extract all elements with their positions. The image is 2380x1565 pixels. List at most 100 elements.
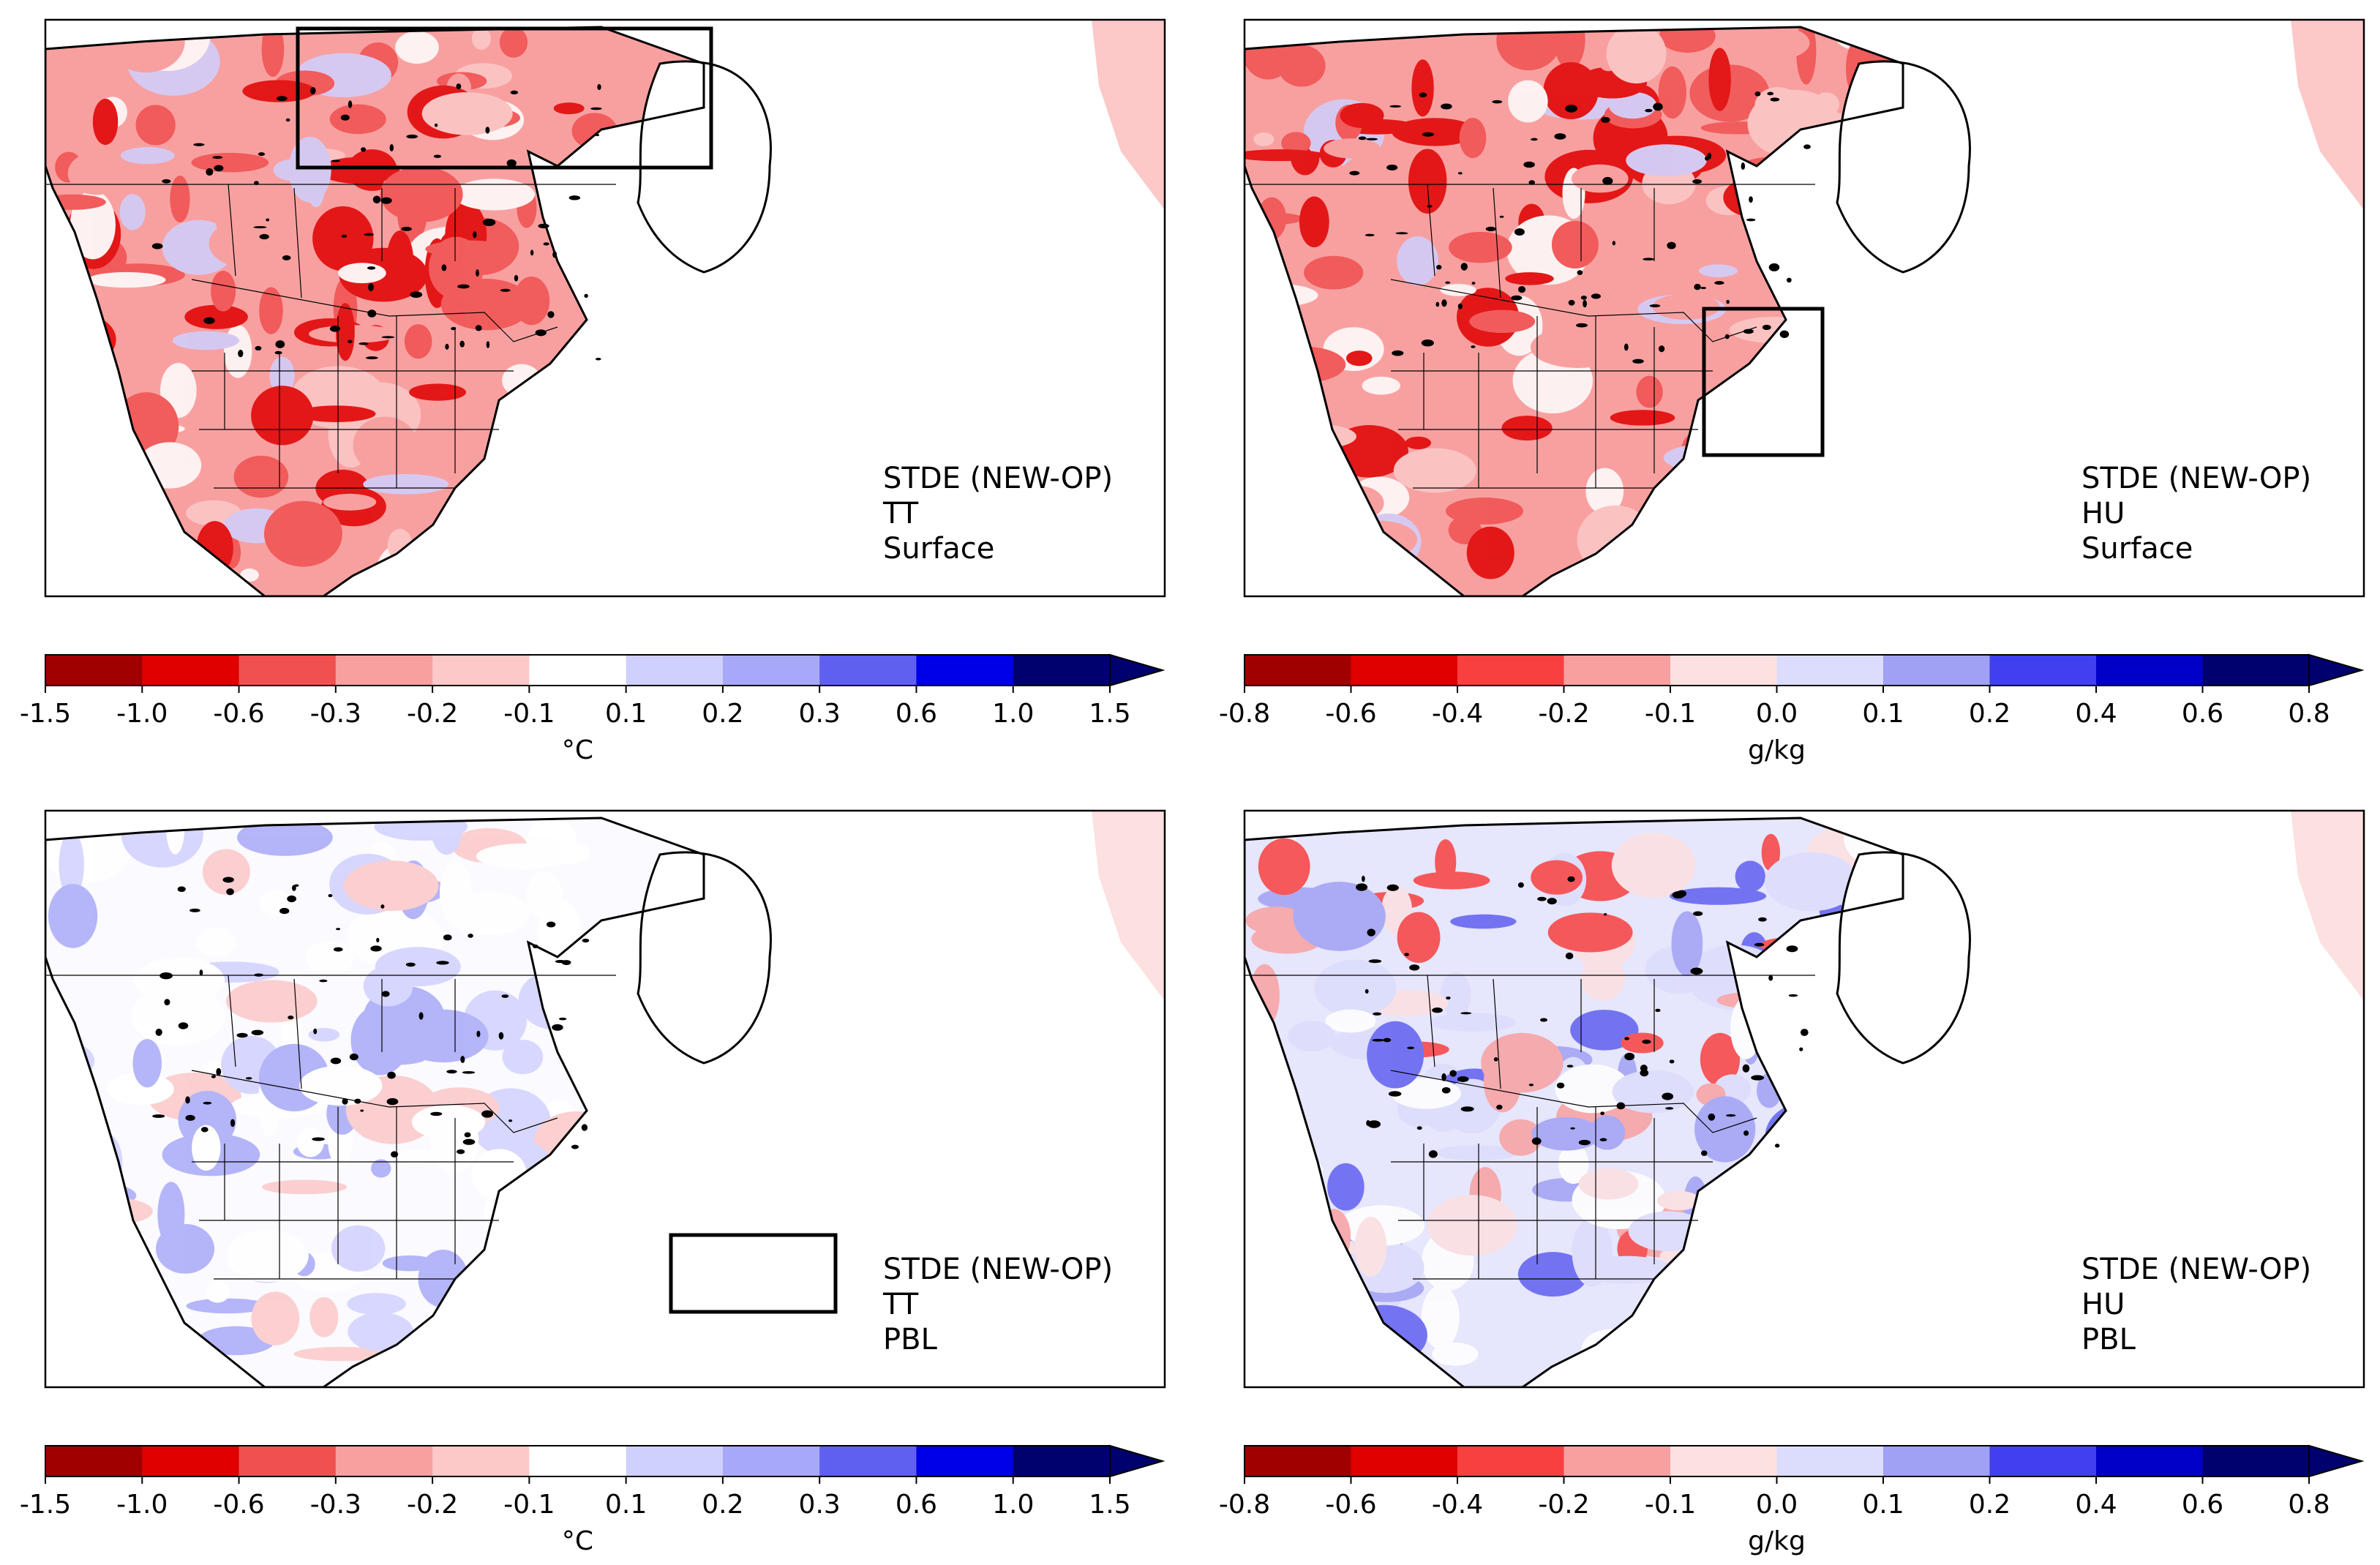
colorbar-tick-label: -0.2 — [407, 1490, 458, 1520]
lake — [1742, 1064, 1750, 1073]
colorbar-segment — [1563, 655, 1671, 686]
lake — [386, 1097, 399, 1106]
colorbar-segment — [916, 1446, 1014, 1476]
map-frame — [44, 18, 1166, 598]
lake — [401, 226, 412, 231]
lake — [245, 1077, 252, 1080]
lake — [1531, 1137, 1542, 1145]
lake — [498, 1032, 504, 1040]
colorbar-tick-label: -0.6 — [1325, 699, 1376, 729]
colorbar-segment — [335, 655, 433, 686]
map-frame — [1243, 18, 2365, 598]
colorbar-tick-label: -0.1 — [503, 699, 555, 729]
lake — [1386, 884, 1399, 891]
anomaly-patch — [1428, 1013, 1517, 1032]
lake — [468, 934, 473, 938]
anomaly-patch — [547, 1206, 604, 1245]
lake — [1368, 959, 1382, 964]
lake — [1383, 1037, 1392, 1043]
lake — [1743, 1130, 1749, 1136]
anomaly-patch — [1432, 1342, 1479, 1366]
lake — [462, 1070, 476, 1074]
anomaly-patch — [1253, 132, 1275, 146]
lake — [1568, 299, 1575, 306]
anomaly-patch — [1735, 1198, 1816, 1244]
lake — [1583, 299, 1587, 308]
anomaly-patch — [1847, 1311, 1903, 1381]
colorbar-tick-label: 0.1 — [605, 1490, 647, 1520]
lake — [211, 1075, 216, 1078]
colorbar-segment — [1776, 655, 1884, 686]
anomaly-patch — [202, 849, 250, 895]
lake — [1770, 97, 1780, 102]
anomaly-patch — [261, 27, 285, 78]
anomaly-patch — [1723, 177, 1790, 218]
anomaly-patch — [1730, 27, 1810, 61]
lake — [1367, 928, 1375, 937]
anomaly-patch — [1849, 412, 1903, 465]
anomaly-patch — [296, 405, 376, 422]
lake — [342, 1098, 348, 1105]
lake — [162, 179, 171, 184]
anomaly-patch — [561, 416, 634, 462]
lake — [310, 86, 316, 94]
lake — [380, 197, 392, 204]
anomaly-patch — [262, 1179, 348, 1195]
colorbar-segment — [45, 1446, 143, 1476]
anomaly-patch — [545, 382, 579, 437]
lake — [222, 877, 234, 883]
lake — [203, 1101, 212, 1105]
anomaly-patch — [223, 324, 252, 378]
anomaly-patch — [393, 1148, 438, 1163]
anomaly-patch — [376, 540, 446, 596]
anomaly-patch — [1874, 467, 1893, 528]
anomaly-patch — [1834, 27, 1887, 51]
anomaly-patch — [1440, 284, 1476, 296]
lake — [1528, 1084, 1534, 1087]
anomaly-patch — [1271, 441, 1343, 460]
anomaly-patch — [502, 1216, 541, 1239]
anomaly-patch — [586, 1160, 667, 1204]
anomaly-patch — [1325, 1009, 1376, 1033]
anomaly-patch — [1794, 947, 1825, 976]
anomaly-patch — [1341, 1305, 1427, 1366]
anomaly-patch — [45, 1041, 95, 1081]
anomaly-patch — [1282, 401, 1310, 450]
lake — [1741, 162, 1746, 170]
lakes — [1356, 875, 1809, 1158]
lake — [279, 907, 290, 915]
borders — [45, 975, 616, 1280]
colorbar-segment — [239, 655, 337, 686]
anomaly-patch — [1345, 350, 1373, 367]
anomaly-patch — [1729, 317, 1819, 343]
colorbar-tick-label: 0.3 — [799, 699, 841, 729]
lake — [1623, 343, 1629, 351]
lake — [336, 928, 341, 931]
anomaly-patch — [156, 1223, 214, 1274]
panel-variable: HU — [2081, 1288, 2125, 1321]
lake — [462, 1138, 476, 1145]
lake — [506, 159, 517, 168]
colorbar-segment — [1245, 1446, 1351, 1476]
anomaly-patch — [299, 1065, 383, 1106]
anomaly-patch — [1724, 1171, 1809, 1202]
anomaly-patch — [1299, 196, 1329, 248]
anomaly-patch — [331, 1225, 386, 1272]
lake — [313, 1028, 318, 1035]
lake — [1441, 1073, 1446, 1081]
anomaly-patch — [1302, 499, 1377, 569]
lake — [555, 959, 566, 964]
lake — [1395, 232, 1408, 235]
lake — [501, 994, 509, 998]
colorbar-tick-label: 0.8 — [2288, 1490, 2330, 1520]
anomaly-patch — [347, 1293, 406, 1316]
lake — [1667, 241, 1676, 249]
anomaly-patch — [476, 1324, 559, 1356]
anomaly-patch — [607, 1190, 658, 1259]
anomaly-patch — [553, 102, 585, 115]
lake — [1705, 156, 1709, 161]
lake — [1645, 108, 1653, 113]
lake — [199, 969, 203, 976]
lake — [340, 114, 350, 121]
